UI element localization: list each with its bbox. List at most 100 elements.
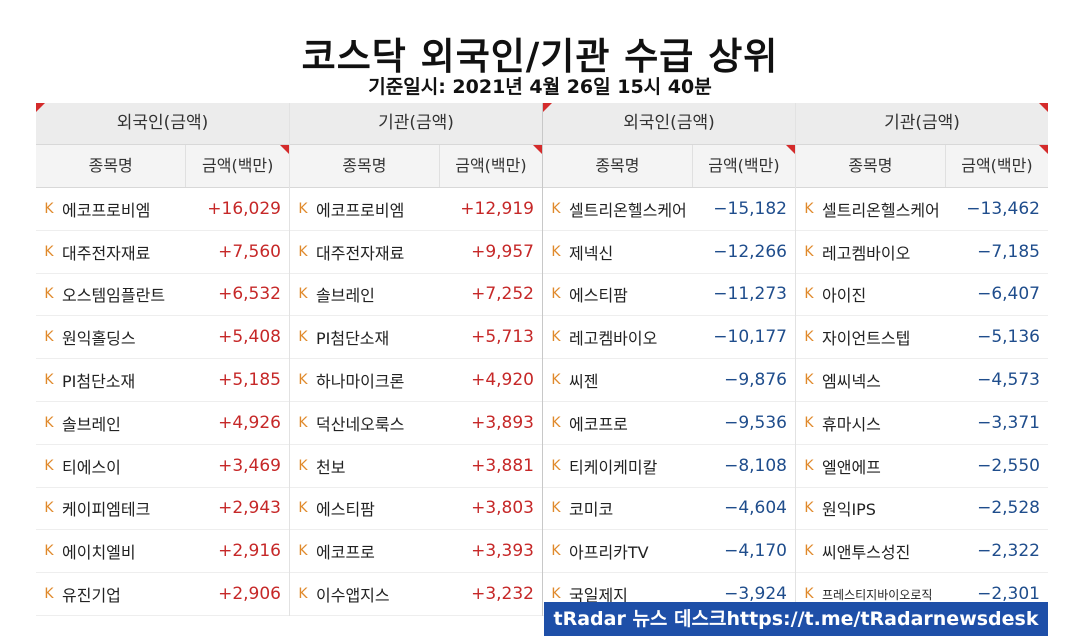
amount-value: −9,536 <box>724 412 787 433</box>
kosdaq-k-icon: K <box>298 586 308 603</box>
stock-name-cell: K 제넥신 <box>543 240 692 264</box>
stock-name-cell: K 유진기업 <box>36 582 186 606</box>
table-row[interactable]: K 티케이케미칼 −8,108 <box>543 445 795 488</box>
table-row[interactable]: K 원익IPS −2,528 <box>796 488 1048 531</box>
kosdaq-k-icon: K <box>44 500 54 517</box>
table-row[interactable]: K 에코프로비엠 +16,029 <box>36 188 289 231</box>
table-row[interactable]: K 엘앤에프 −2,550 <box>796 445 1048 488</box>
table-row[interactable]: K 셀트리온헬스케어 −13,462 <box>796 188 1048 231</box>
kosdaq-k-icon: K <box>804 586 814 603</box>
kosdaq-k-icon: K <box>804 372 814 389</box>
table-row[interactable]: K 솔브레인 +7,252 <box>290 274 542 317</box>
table-row[interactable]: K 레고켐바이오 −10,177 <box>543 316 795 360</box>
kosdaq-k-icon: K <box>804 543 814 560</box>
column-header-amount: 금액(백만) <box>944 145 1048 187</box>
stock-name-cell: K 대주전자재료 <box>290 240 439 264</box>
stock-name-cell: K 원익홀딩스 <box>36 325 186 349</box>
stock-name-cell: K 엠씨넥스 <box>796 368 945 392</box>
stock-name-cell: K 씨앤투스성진 <box>796 539 945 563</box>
group-header-label: 기관(금액) <box>884 113 960 133</box>
table-row[interactable]: K 에코프로비엠 +12,919 <box>290 188 542 231</box>
table-row[interactable]: K 씨젠 −9,876 <box>543 359 795 402</box>
stock-name-cell: K 에스티팜 <box>543 282 692 306</box>
table-row[interactable]: K 대주전자재료 +9,957 <box>290 231 542 274</box>
amount-value: +6,532 <box>218 284 281 305</box>
table-row[interactable]: K 에이치엘비 +2,916 <box>36 530 289 574</box>
kosdaq-k-icon: K <box>44 586 54 603</box>
table-row[interactable]: K 자이언트스텝 −5,136 <box>796 316 1048 360</box>
column-headers: 종목명 금액(백만) <box>796 145 1048 188</box>
stock-name: 엠씨넥스 <box>822 372 881 392</box>
table-row[interactable]: K 제넥신 −12,266 <box>543 231 795 274</box>
table-row[interactable]: K PI첨단소재 +5,713 <box>290 316 542 360</box>
stock-name-cell: K 덕산네오룩스 <box>290 411 439 435</box>
table-row[interactable]: K 솔브레인 +4,926 <box>36 402 289 445</box>
table-row[interactable]: K 엠씨넥스 −4,573 <box>796 359 1048 402</box>
stock-name: 코미코 <box>569 500 614 520</box>
kosdaq-k-icon: K <box>298 543 308 560</box>
table-row[interactable]: K 에스티팜 +3,803 <box>290 488 542 531</box>
group-header-label: 외국인(금액) <box>116 113 209 133</box>
table-row[interactable]: K 레고켐바이오 −7,185 <box>796 231 1048 274</box>
table-row[interactable]: K 오스템임플란트 +6,532 <box>36 274 289 317</box>
table-row[interactable]: K 티에스이 +3,469 <box>36 445 289 488</box>
kosdaq-k-icon: K <box>804 457 814 474</box>
stock-name-cell: K 이수앱지스 <box>290 582 439 606</box>
column-header-name: 종목명 <box>848 156 893 175</box>
table-row[interactable]: K 하나마이크론 +4,920 <box>290 359 542 402</box>
table-row[interactable]: K 케이피엠테크 +2,943 <box>36 488 289 531</box>
column-header-amount-label: 금액(백만) <box>202 156 274 175</box>
amount-value: +2,916 <box>218 541 281 562</box>
kosdaq-k-icon: K <box>44 200 54 217</box>
table-row[interactable]: K 프레스티지바이오로직 −2,301 <box>796 573 1048 616</box>
table-row[interactable]: K 에스티팜 −11,273 <box>543 274 795 317</box>
table-row[interactable]: K 아이진 −6,407 <box>796 274 1048 317</box>
table-row[interactable]: K PI첨단소재 +5,185 <box>36 359 289 402</box>
group-header-label: 외국인(금액) <box>623 113 715 133</box>
stock-name: 셀트리온헬스케어 <box>569 200 687 220</box>
stock-name: 천보 <box>316 457 346 477</box>
kosdaq-k-icon: K <box>44 329 54 346</box>
stock-name-cell: K 티케이케미칼 <box>543 454 692 478</box>
table-row[interactable]: K 이수앱지스 +3,232 <box>290 573 542 616</box>
amount-value: −6,407 <box>977 284 1040 305</box>
stock-name: 원익홀딩스 <box>62 329 136 349</box>
table-row[interactable]: K 덕산네오룩스 +3,893 <box>290 402 542 445</box>
amount-value: +3,393 <box>471 541 534 562</box>
amount-value: −9,876 <box>724 370 787 391</box>
stock-name-cell: K 셀트리온헬스케어 <box>543 197 692 221</box>
page-subtitle: 기준일시: 2021년 4월 26일 15시 40분 <box>368 76 712 98</box>
table-row[interactable]: K 아프리카TV −4,170 <box>543 530 795 574</box>
table-row[interactable]: K 원익홀딩스 +5,408 <box>36 316 289 360</box>
table-row[interactable]: K 휴마시스 −3,371 <box>796 402 1048 445</box>
table-row[interactable]: K 대주전자재료 +7,560 <box>36 231 289 274</box>
kosdaq-k-icon: K <box>44 243 54 260</box>
kosdaq-k-icon: K <box>44 543 54 560</box>
amount-value: +7,560 <box>218 241 281 262</box>
amount-value: +2,906 <box>218 584 281 605</box>
table-row[interactable]: K 에코프로 +3,393 <box>290 530 542 574</box>
stock-name: 아이진 <box>822 286 867 306</box>
table-row[interactable]: K 코미코 −4,604 <box>543 488 795 531</box>
kosdaq-k-icon: K <box>298 457 308 474</box>
kosdaq-k-icon: K <box>551 329 561 346</box>
table-row[interactable]: K 유진기업 +2,906 <box>36 573 289 616</box>
stock-name-cell: K PI첨단소재 <box>290 325 439 349</box>
table-row[interactable]: K 천보 +3,881 <box>290 445 542 488</box>
amount-value: −5,136 <box>977 327 1040 348</box>
panel-2: 외국인(금액) 종목명 금액(백만) K 셀트리온헬스케어 −15,182 K 제넥신 −12,… <box>542 103 795 616</box>
stock-name: 솔브레인 <box>62 414 121 434</box>
column-header-amount: 금액(백만) <box>691 145 795 187</box>
amount-value: −15,182 <box>713 198 787 219</box>
kosdaq-k-icon: K <box>298 286 308 303</box>
stock-name-cell: K 에코프로 <box>290 539 439 563</box>
stock-name-cell: K PI첨단소재 <box>36 368 186 392</box>
stock-name-cell: K 에코프로 <box>543 411 692 435</box>
table-row[interactable]: K 셀트리온헬스케어 −15,182 <box>543 188 795 231</box>
amount-value: −2,322 <box>977 541 1040 562</box>
stock-name: 국일제지 <box>569 586 628 606</box>
table-row[interactable]: K 에코프로 −9,536 <box>543 402 795 445</box>
panels-container: 외국인(금액) 종목명 금액(백만) K 에코프로비엠 +16,029 K 대주전자재료 +7,… <box>36 103 1048 616</box>
stock-name: 유진기업 <box>62 586 121 606</box>
table-row[interactable]: K 씨앤투스성진 −2,322 <box>796 530 1048 574</box>
